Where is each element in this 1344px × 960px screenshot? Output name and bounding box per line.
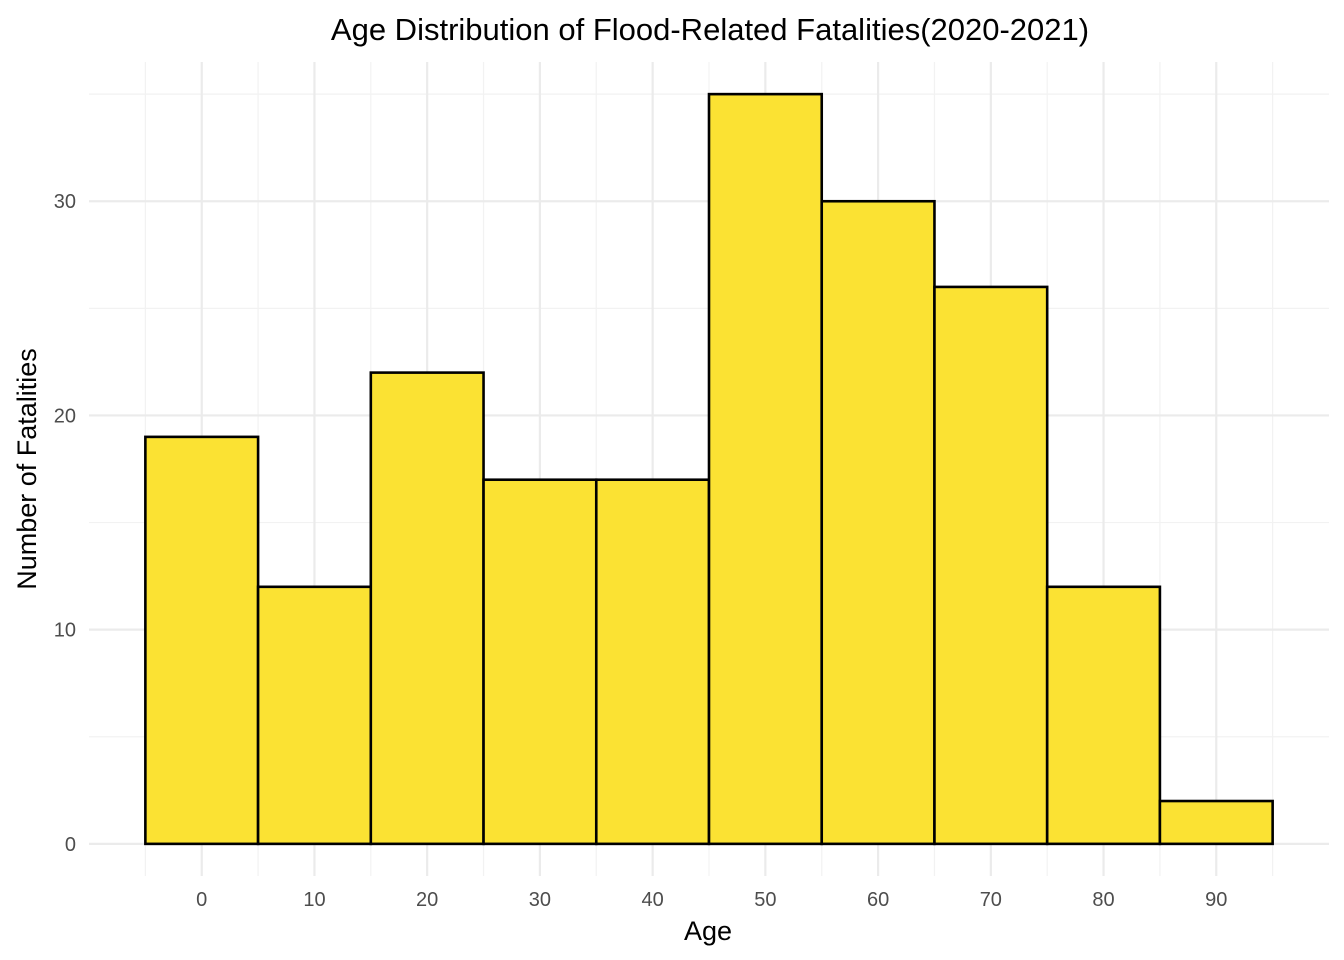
y-tick-label: 10 <box>54 620 76 642</box>
histogram-bar <box>482 478 598 846</box>
histogram-bar <box>256 585 373 846</box>
y-tick-label: 30 <box>54 191 76 213</box>
x-tick-label: 30 <box>529 889 551 911</box>
x-tick-label: 60 <box>867 889 889 911</box>
x-tick-label: 90 <box>1205 889 1227 911</box>
histogram-bar <box>933 285 1049 846</box>
histogram-bar <box>1045 585 1162 846</box>
y-tick-label: 0 <box>65 834 76 856</box>
x-tick-label: 20 <box>416 889 438 911</box>
x-tick-label: 0 <box>196 889 207 911</box>
histogram-bar <box>1158 799 1274 846</box>
y-axis-title: Number of Fatalities <box>12 348 42 590</box>
x-tick-label: 80 <box>1092 889 1114 911</box>
chart-title: Age Distribution of Flood-Related Fatali… <box>331 12 1089 47</box>
x-tick-label: 40 <box>642 889 664 911</box>
x-tick-label: 70 <box>980 889 1002 911</box>
x-axis-ticks: 0 10 20 30 40 50 60 70 80 90 <box>196 889 1227 911</box>
histogram-bar <box>369 371 485 846</box>
histogram-bar <box>820 199 936 846</box>
x-tick-label: 50 <box>754 889 776 911</box>
x-axis-title: Age <box>684 916 732 946</box>
y-axis-ticks: 0 10 20 30 <box>54 191 76 856</box>
histogram-bar <box>707 92 824 846</box>
x-tick-label: 10 <box>303 889 325 911</box>
y-tick-label: 20 <box>54 405 76 427</box>
bars <box>144 92 1274 846</box>
histogram-bar <box>594 478 711 846</box>
histogram-bar <box>144 435 260 846</box>
